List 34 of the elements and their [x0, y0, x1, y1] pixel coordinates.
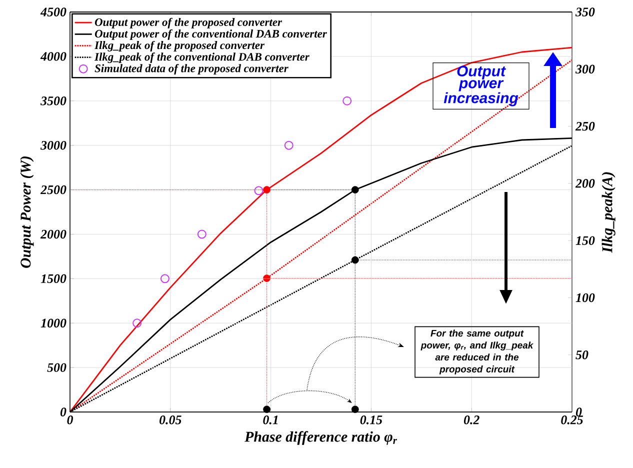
y-tick-label: 2000 [40, 230, 66, 239]
legend-label: Ilkg_peak of the conventional DAB converter [94, 52, 310, 63]
annotation: Output power increasing [444, 66, 518, 106]
y-tick-label: 500 [47, 363, 66, 372]
x-tick-label: 0.05 [160, 416, 182, 424]
y2-tick-label: 0 [576, 408, 582, 416]
x-axis-title: Phase difference ratio φ$_{r}$ [244, 431, 398, 445]
y-tick-label: 0 [60, 408, 66, 416]
y-axis-title: Output Power (W) [20, 156, 34, 268]
y2-tick-label: 100 [576, 293, 595, 302]
y-tick-label: 1500 [40, 274, 66, 284]
annotation: For the same output power, φ$_{r}$, and Ilkg_peak are reduced in the proposed circuit [420, 330, 534, 374]
x-tick-label: 0.25 [561, 416, 583, 424]
y2-axis-title: Ilkg_peak(A) [602, 172, 616, 253]
y-tick-label: 4000 [40, 52, 66, 61]
y2-tick-label: 350 [575, 8, 595, 16]
y2-tick-label: 150 [576, 236, 595, 245]
y-tick-label: 1000 [40, 318, 66, 328]
y-tick-label: 3000 [40, 140, 66, 150]
y2-tick-label: 250 [575, 122, 595, 131]
x-tick-label: 0.15 [360, 416, 382, 424]
legend-label: Output power of the conventional DAB converter [94, 29, 327, 40]
y-tick-label: 2500 [40, 185, 66, 194]
x-tick-label: 0.2 [464, 416, 480, 424]
x-tick-label: 0 [67, 416, 74, 424]
legend-label: Output power of the proposed converter [94, 18, 282, 28]
x-tick-label: 0.1 [263, 416, 278, 424]
y2-tick-label: 200 [575, 179, 595, 188]
y2-tick-label: 50 [576, 350, 588, 360]
y2-tick-label: 300 [575, 64, 595, 74]
legend-label: Ilkg_peak of the proposed converter [94, 40, 265, 52]
y-tick-label: 4500 [40, 8, 66, 16]
y-tick-label: 3500 [40, 96, 66, 106]
legend-label: Simulated data of the proposed converter [94, 64, 288, 75]
